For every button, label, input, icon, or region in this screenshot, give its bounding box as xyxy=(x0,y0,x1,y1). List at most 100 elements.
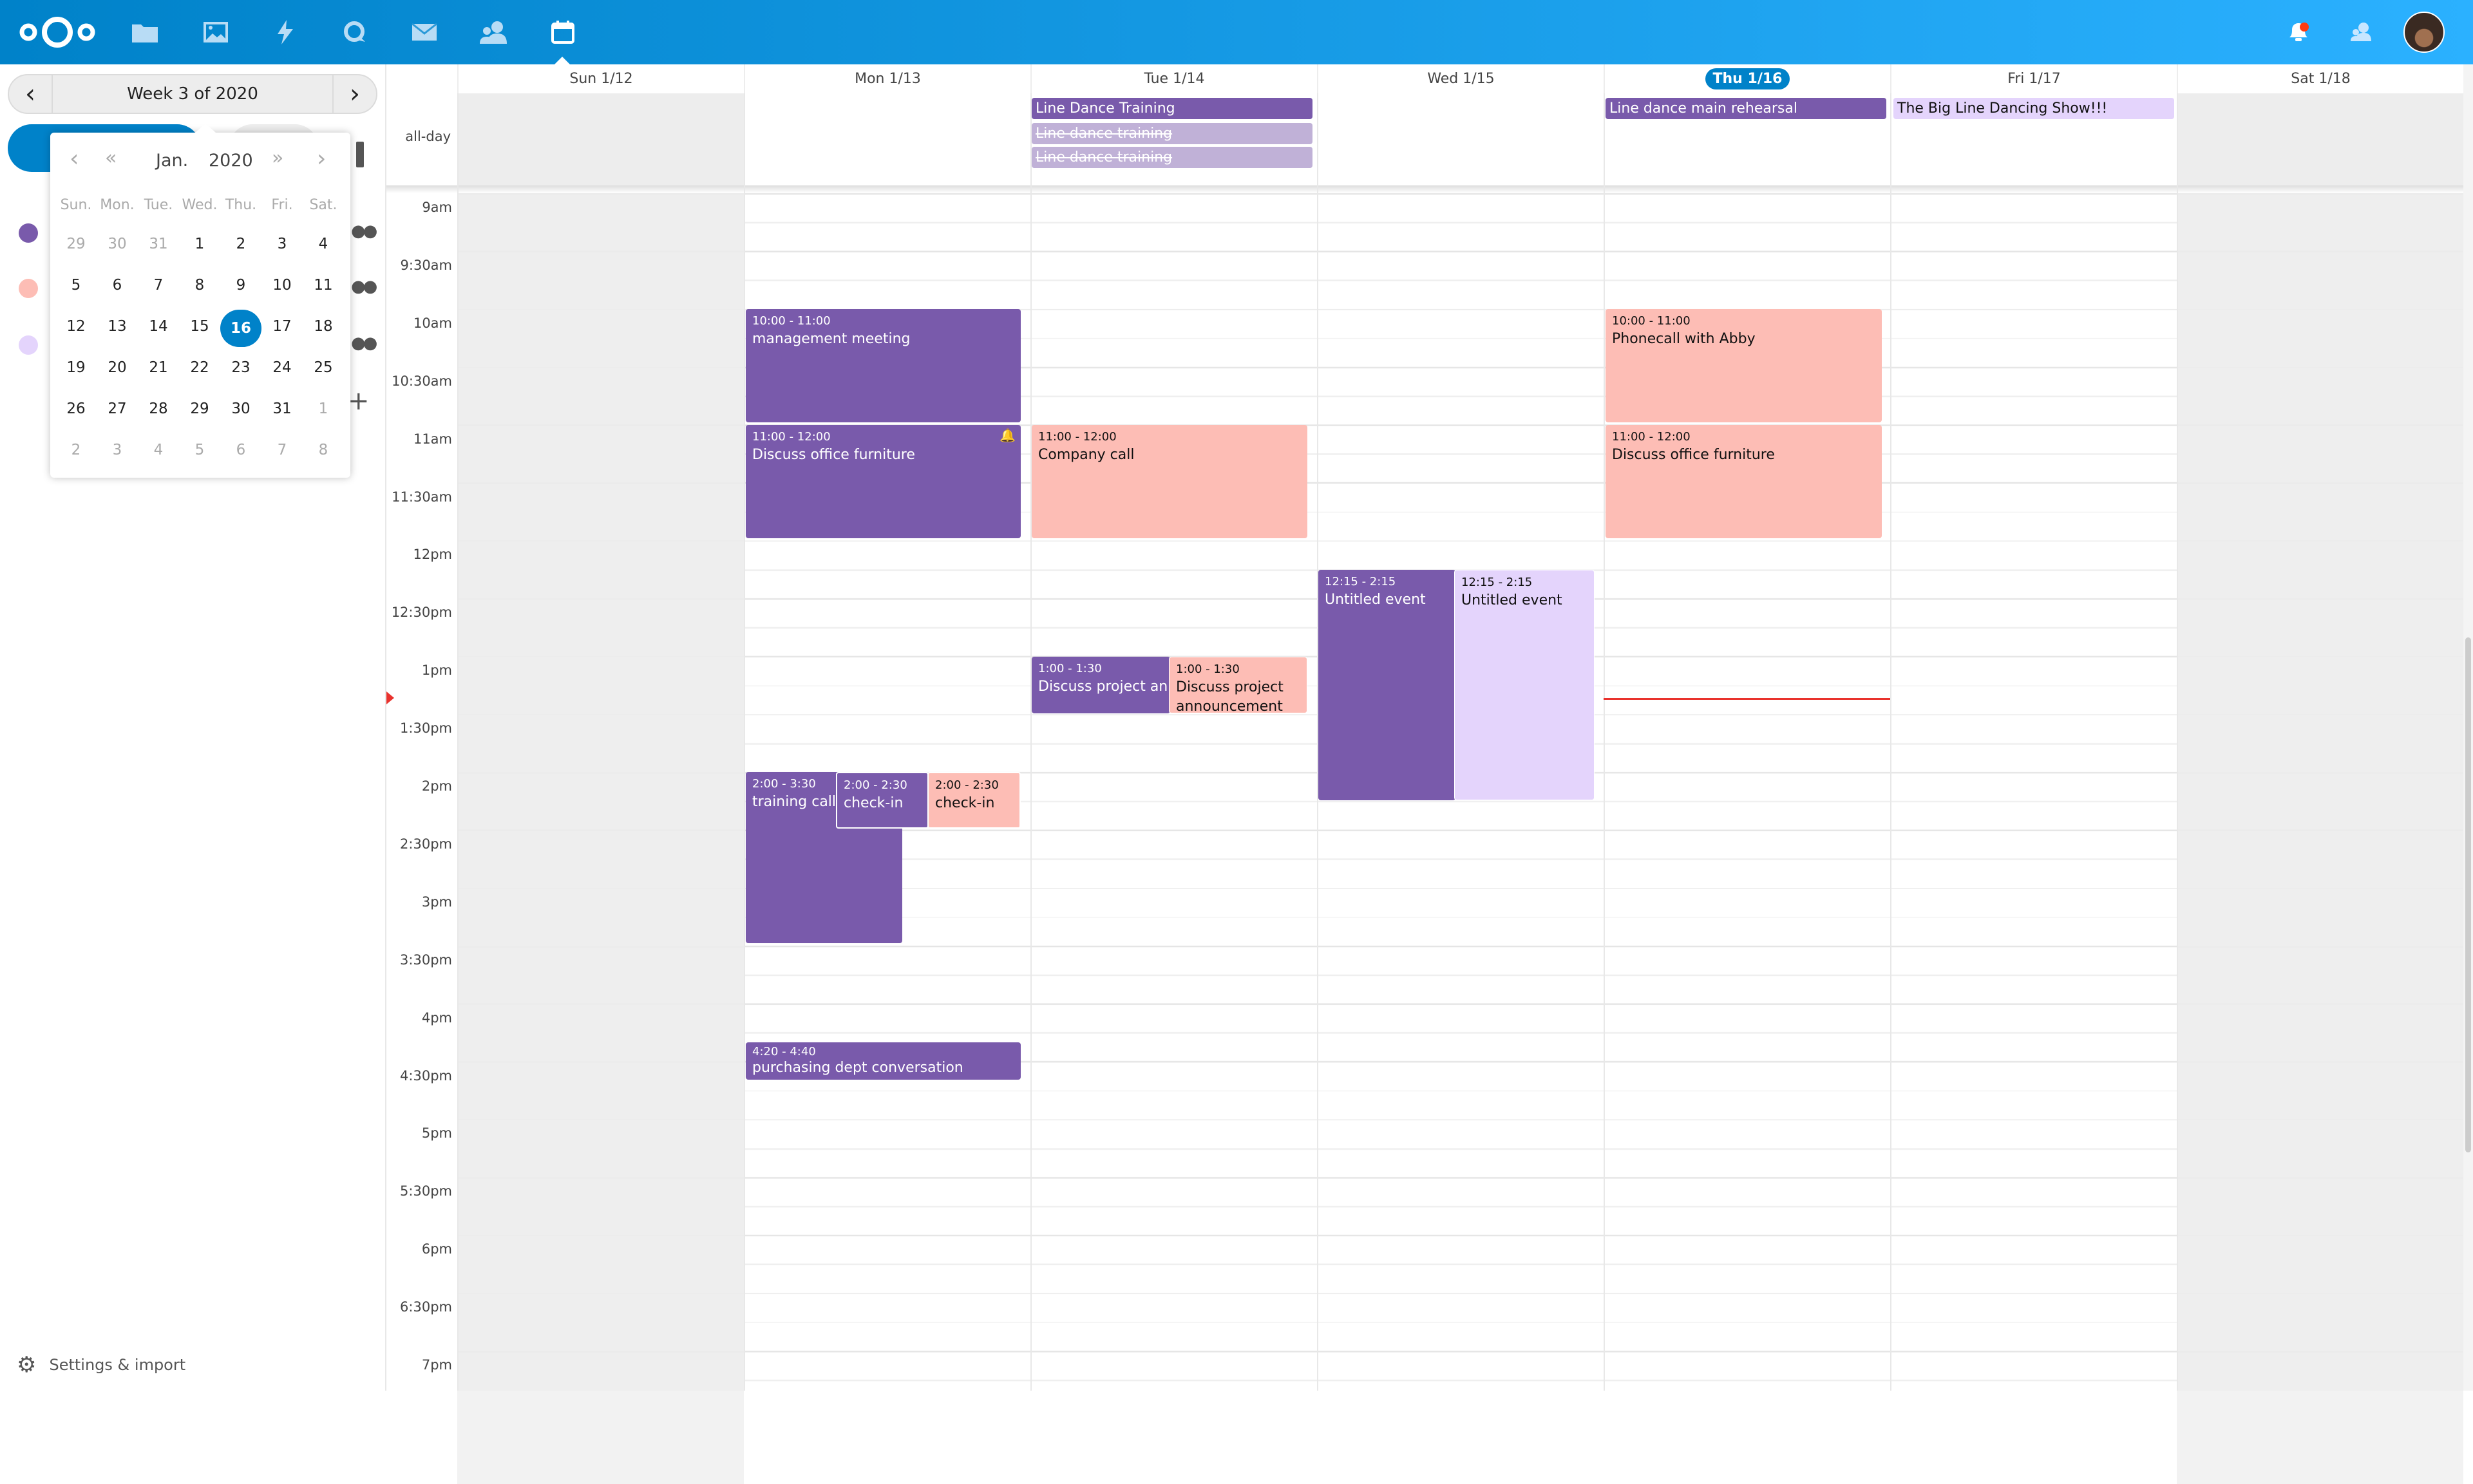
next-year-icon[interactable]: » xyxy=(272,147,284,169)
scrollbar-thumb[interactable] xyxy=(2465,637,2471,1152)
day-header[interactable]: Tue 1/14 xyxy=(1030,64,1317,93)
datepicker-day[interactable]: 19 xyxy=(66,359,86,376)
allday-event[interactable]: The Big Line Dancing Show!!! xyxy=(1893,98,2174,119)
mail-icon[interactable] xyxy=(409,17,440,48)
allday-event[interactable]: Line Dance Training xyxy=(1032,98,1312,119)
allday-event-cancelled[interactable]: Line dance training xyxy=(1032,147,1312,168)
datepicker-day[interactable]: 8 xyxy=(194,277,205,294)
datepicker-day[interactable]: 23 xyxy=(231,359,251,376)
calendar-color-dot[interactable] xyxy=(19,223,38,243)
event[interactable]: 11:00 - 12:00 Discuss office furniture xyxy=(1606,425,1882,538)
datepicker-month[interactable]: Jan. xyxy=(156,151,189,171)
event[interactable]: 2:00 - 3:30 training call xyxy=(746,772,902,943)
datepicker-day[interactable]: 28 xyxy=(149,400,168,417)
notifications-icon[interactable] xyxy=(2288,22,2309,44)
day-header[interactable]: Sun 1/12 xyxy=(457,64,744,93)
datepicker-day[interactable]: 4 xyxy=(153,442,164,458)
day-header[interactable]: Fri 1/17 xyxy=(1890,64,2177,93)
event[interactable]: 4:20 - 4:40 purchasing dept conversation xyxy=(746,1042,1021,1080)
event[interactable]: 1:00 - 1:30 Discuss project announcement xyxy=(1032,657,1170,713)
datepicker-day[interactable]: 13 xyxy=(108,318,127,335)
allday-event-cancelled[interactable]: Line dance training xyxy=(1032,123,1312,144)
datepicker-day[interactable]: 10 xyxy=(272,277,292,294)
event[interactable]: 12:15 - 2:15 Untitled event xyxy=(1318,570,1455,800)
day-header[interactable]: Thu 1/16 xyxy=(1604,64,1890,93)
datepicker-day[interactable]: 29 xyxy=(190,400,209,417)
datepicker-day[interactable]: 30 xyxy=(231,400,251,417)
datepicker-day[interactable]: 5 xyxy=(194,442,205,458)
nextcloud-logo[interactable] xyxy=(18,15,97,49)
previous-week-button[interactable]: ‹ xyxy=(25,79,35,109)
datepicker-day[interactable]: 7 xyxy=(277,442,287,458)
contacts-menu-icon[interactable] xyxy=(2351,22,2373,44)
datepicker-day[interactable]: 14 xyxy=(149,318,168,335)
scrollbar[interactable] xyxy=(2463,64,2473,1391)
datepicker-day[interactable]: 2 xyxy=(236,236,246,252)
datepicker-day[interactable]: 18 xyxy=(314,318,333,335)
datepicker-day[interactable]: 31 xyxy=(272,400,292,417)
datepicker-day-selected[interactable]: 16 xyxy=(220,310,261,347)
datepicker-day[interactable]: 30 xyxy=(108,236,127,252)
previous-month-icon[interactable]: ‹ xyxy=(70,146,79,172)
datepicker-day[interactable]: 31 xyxy=(149,236,168,252)
calendar-more-icon[interactable]: ●● xyxy=(351,221,377,241)
event[interactable]: 10:00 - 11:00 management meeting xyxy=(746,309,1021,422)
datepicker-day[interactable]: 9 xyxy=(236,277,246,294)
datepicker-day[interactable]: 5 xyxy=(71,277,81,294)
next-month-icon[interactable]: › xyxy=(317,146,327,172)
datepicker-day[interactable]: 3 xyxy=(112,442,122,458)
datepicker-day[interactable]: 17 xyxy=(272,318,292,335)
datepicker-day[interactable]: 1 xyxy=(194,236,205,252)
event[interactable]: 1:00 - 1:30 Discuss project announcement xyxy=(1169,657,1307,713)
datepicker-day[interactable]: 6 xyxy=(236,442,246,458)
day-header[interactable]: Wed 1/15 xyxy=(1317,64,1604,93)
datepicker-day[interactable]: 22 xyxy=(190,359,209,376)
datepicker-day[interactable]: 3 xyxy=(277,236,287,252)
datepicker-day[interactable]: 25 xyxy=(314,359,333,376)
calendar-icon[interactable] xyxy=(547,17,578,48)
datepicker-day[interactable]: 20 xyxy=(108,359,127,376)
event[interactable]: 12:15 - 2:15 Untitled event xyxy=(1454,570,1595,800)
talk-icon[interactable] xyxy=(339,17,370,48)
activity-icon[interactable] xyxy=(270,17,301,48)
day-header[interactable]: Sat 1/18 xyxy=(2177,64,2463,93)
datepicker-day[interactable]: 24 xyxy=(272,359,292,376)
day-header[interactable]: Mon 1/13 xyxy=(744,64,1030,93)
event[interactable]: 10:00 - 11:00 Phonecall with Abby xyxy=(1606,309,1882,422)
event-time: 10:00 - 11:00 xyxy=(1612,314,1691,328)
datepicker-day[interactable]: 27 xyxy=(108,400,127,417)
next-week-button[interactable]: › xyxy=(350,79,360,109)
add-calendar-icon[interactable]: + xyxy=(348,386,370,416)
calendar-more-icon[interactable]: ●● xyxy=(351,277,377,296)
view-toggle-icon[interactable] xyxy=(356,142,364,167)
files-icon[interactable] xyxy=(129,17,160,48)
datepicker-day[interactable]: 12 xyxy=(66,318,86,335)
settings-import-button[interactable]: ⚙ Settings & import xyxy=(17,1352,185,1378)
datepicker-day[interactable]: 6 xyxy=(112,277,122,294)
datepicker-day[interactable]: 11 xyxy=(314,277,333,294)
calendar-more-icon[interactable]: ●● xyxy=(351,333,377,353)
photos-icon[interactable] xyxy=(200,17,231,48)
user-avatar[interactable] xyxy=(2403,12,2445,53)
event[interactable]: 2:00 - 2:30 check-in xyxy=(927,772,1021,829)
week-picker-button[interactable]: Week 3 of 2020 xyxy=(52,75,334,113)
datepicker-day[interactable]: 7 xyxy=(153,277,164,294)
contacts-icon[interactable] xyxy=(478,17,509,48)
allday-event[interactable]: Line dance main rehearsal xyxy=(1606,98,1886,119)
calendar-color-dot[interactable] xyxy=(19,335,38,355)
datepicker-day[interactable]: 2 xyxy=(71,442,81,458)
datepicker-day[interactable]: 4 xyxy=(318,236,328,252)
calendar-color-dot[interactable] xyxy=(19,279,38,298)
event[interactable]: 2:00 - 2:30 check-in xyxy=(836,772,929,829)
event[interactable]: 11:00 - 12:00 Company call xyxy=(1032,425,1307,538)
time-label: 10am xyxy=(413,315,452,331)
datepicker-day[interactable]: 1 xyxy=(318,400,328,417)
datepicker-year[interactable]: 2020 xyxy=(209,151,253,171)
datepicker-day[interactable]: 26 xyxy=(66,400,86,417)
datepicker-day[interactable]: 29 xyxy=(66,236,86,252)
previous-year-icon[interactable]: « xyxy=(105,147,117,169)
event[interactable]: 11:00 - 12:00 Discuss office furniture 🔔 xyxy=(746,425,1021,538)
datepicker-day[interactable]: 8 xyxy=(318,442,328,458)
datepicker-day[interactable]: 15 xyxy=(190,318,209,335)
datepicker-day[interactable]: 21 xyxy=(149,359,168,376)
